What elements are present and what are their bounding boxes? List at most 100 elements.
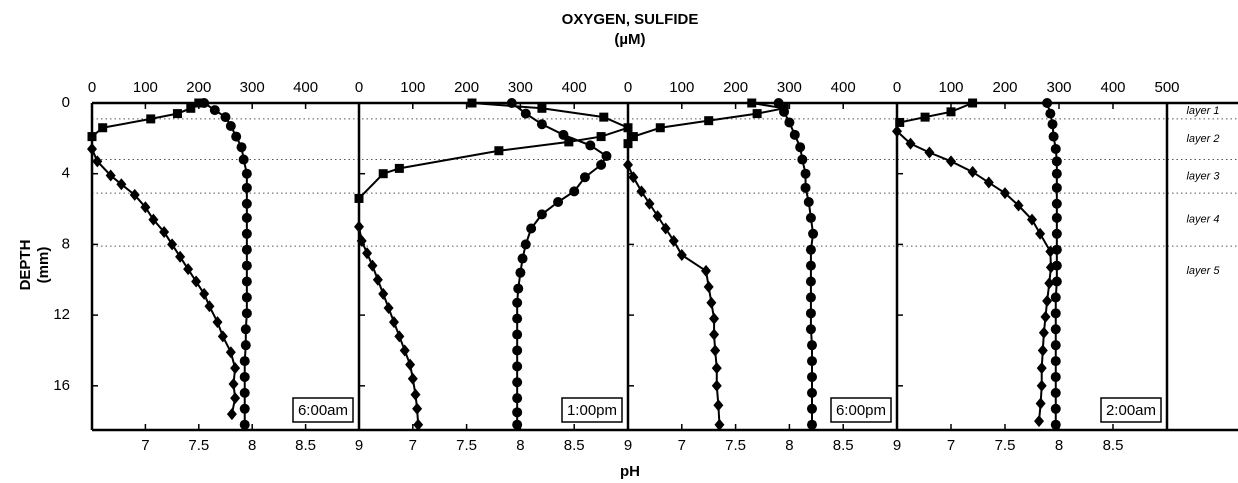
chart-title-unit: (µM) bbox=[614, 31, 645, 48]
ph-point bbox=[806, 340, 817, 351]
ph-point bbox=[209, 105, 220, 116]
sulfide-point bbox=[714, 418, 725, 431]
sulfide-point bbox=[676, 249, 687, 262]
profile-line bbox=[899, 102, 973, 124]
ph-point bbox=[806, 356, 817, 367]
x-tick-label: 0 bbox=[893, 79, 901, 96]
x2-tick-label: 8 bbox=[516, 437, 524, 454]
sulfide-point bbox=[967, 165, 978, 178]
sulfide-point bbox=[410, 388, 421, 401]
x-tick-label: 0 bbox=[624, 79, 632, 96]
sulfide-point bbox=[706, 296, 717, 309]
layer-label: layer 5 bbox=[1186, 265, 1220, 277]
ph-point bbox=[512, 377, 523, 388]
ph-point bbox=[238, 154, 249, 165]
ph-point bbox=[239, 387, 250, 398]
sulfide-point bbox=[713, 399, 724, 412]
ph-point bbox=[526, 223, 537, 234]
sulfide-point bbox=[905, 137, 916, 150]
x2-tick-label: 7 bbox=[678, 437, 686, 454]
sulfide-point bbox=[388, 316, 399, 329]
oxygen-point bbox=[394, 163, 404, 173]
profile-line bbox=[91, 148, 237, 415]
x-tick-label: 200 bbox=[992, 79, 1017, 96]
ph-point bbox=[236, 142, 247, 153]
x-tick-label: 400 bbox=[1100, 79, 1125, 96]
sulfide-point bbox=[378, 287, 389, 300]
ph-point bbox=[1050, 403, 1061, 414]
oxygen-point bbox=[752, 109, 762, 119]
sulfide-point bbox=[652, 210, 663, 223]
ph-point bbox=[558, 129, 569, 140]
oxygen-point bbox=[599, 112, 609, 122]
ph-point bbox=[808, 228, 819, 239]
y-tick-label: 16 bbox=[53, 377, 70, 394]
ph-point bbox=[512, 419, 523, 430]
ph-point bbox=[1050, 387, 1061, 398]
sulfide-point bbox=[105, 169, 116, 182]
ph-point bbox=[1051, 168, 1062, 179]
oxygen-point bbox=[747, 98, 757, 108]
layer-label: layer 3 bbox=[1186, 170, 1220, 182]
ph-point bbox=[241, 292, 252, 303]
sulfide-point bbox=[703, 280, 714, 293]
time-label-box bbox=[292, 397, 354, 423]
sulfide-point bbox=[660, 222, 671, 235]
x2-tick-label: 9 bbox=[624, 437, 632, 454]
ph-point bbox=[1050, 143, 1061, 154]
x-tick-label: 100 bbox=[669, 79, 694, 96]
ph-point bbox=[1051, 212, 1062, 223]
oxygen-point bbox=[354, 193, 364, 203]
ph-point bbox=[1050, 308, 1061, 319]
ph-point bbox=[803, 196, 814, 207]
sulfide-point bbox=[701, 264, 712, 277]
ph-point bbox=[1045, 108, 1056, 119]
oxygen-point bbox=[564, 137, 574, 147]
ph-point bbox=[805, 308, 816, 319]
ph-point bbox=[536, 209, 547, 220]
oxygen-point bbox=[704, 116, 714, 126]
x-tick-label: 300 bbox=[1046, 79, 1071, 96]
y-tick-label: 12 bbox=[53, 306, 70, 323]
x2-tick-label: 8 bbox=[248, 437, 256, 454]
ph-point bbox=[241, 276, 252, 287]
sulfide-point bbox=[1027, 213, 1037, 226]
ph-point bbox=[806, 371, 817, 382]
sulfide-point bbox=[212, 316, 223, 329]
oxygen-point bbox=[146, 114, 156, 124]
sulfide-point bbox=[183, 263, 194, 276]
ph-point bbox=[1050, 324, 1061, 335]
x2-tick-label: 7.5 bbox=[725, 437, 746, 454]
ph-point bbox=[239, 419, 250, 430]
sulfide-point bbox=[383, 302, 394, 315]
oxygen-point bbox=[628, 132, 638, 142]
sulfide-point bbox=[710, 344, 721, 357]
ph-point bbox=[1050, 371, 1061, 382]
time-label-box bbox=[1100, 397, 1162, 423]
ph-point bbox=[512, 407, 523, 418]
ph-point bbox=[805, 244, 816, 255]
sulfide-point bbox=[412, 402, 423, 415]
ph-point bbox=[520, 108, 531, 119]
ph-point bbox=[517, 253, 528, 264]
oxygen-point bbox=[623, 139, 633, 149]
ph-point bbox=[797, 154, 808, 165]
ph-point bbox=[806, 387, 817, 398]
sulfide-point bbox=[356, 234, 367, 247]
x2-tick-label: 7 bbox=[141, 437, 149, 454]
x2-tick-label: 7 bbox=[409, 437, 417, 454]
ph-point bbox=[240, 324, 251, 335]
ph-point bbox=[512, 329, 523, 340]
x2-tick-label: 8.5 bbox=[295, 437, 316, 454]
ph-point bbox=[1050, 292, 1061, 303]
sulfide-point bbox=[946, 155, 956, 168]
ph-point bbox=[520, 239, 531, 250]
sulfide-point bbox=[1042, 294, 1053, 307]
oxygen-point bbox=[655, 123, 665, 133]
oxygen-point bbox=[172, 109, 182, 119]
sulfide-point bbox=[175, 250, 186, 263]
oxygen-point bbox=[194, 98, 204, 108]
ph-point bbox=[239, 356, 250, 367]
y-tick-label: 8 bbox=[62, 235, 70, 252]
x-tick-label: 400 bbox=[293, 79, 318, 96]
